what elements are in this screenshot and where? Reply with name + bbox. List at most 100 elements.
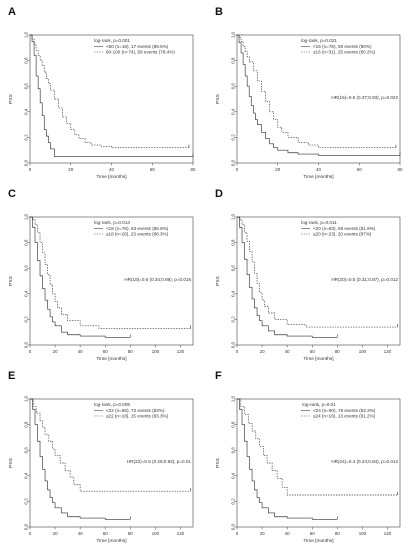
y-tick-label: 0.0	[231, 341, 236, 348]
x-tick-label: 40	[285, 349, 290, 354]
plot-frame	[236, 216, 401, 346]
y-tick-label: 0.0	[24, 341, 29, 348]
hazard-ratio-text: HR(16)=0.6 (0.37;0.93), p=0.022	[331, 95, 398, 100]
y-tick-label: 0.0	[24, 159, 29, 166]
x-tick-label: 40	[78, 531, 83, 536]
legend-entry: ≥22 (n=18), 15 events (83.3%)	[106, 414, 169, 419]
km-plot-svg: B 0.0 0.2 0.4 0.6 0.8 1.0 0 20 40 60 80 PSS Time [mon…	[215, 6, 403, 180]
y-tick-label: 0.4	[24, 472, 29, 479]
km-panel-a: A 0.0 0.2 0.4 0.6 0.8 1.0 0 20 40 60 80 PSS Time [mon…	[0, 0, 207, 182]
x-tick-label: 20	[68, 167, 73, 172]
y-tick-label: 0.4	[24, 290, 29, 297]
logrank-text: log-rank, p=0.008	[94, 402, 130, 407]
y-tick-label: 0.8	[24, 421, 29, 428]
y-axis-label: PSS	[215, 458, 221, 468]
panel-letter: E	[8, 370, 15, 382]
km-panel-d: D 0.0 0.2 0.4 0.6 0.8 1.0 0 20 40 60 80 100 120 PSS Tim…	[207, 182, 414, 364]
x-axis-label: Time [months]	[303, 174, 333, 180]
y-tick-label: 0.6	[24, 83, 29, 90]
km-curve-dashed	[237, 398, 398, 496]
km-curve-dashed	[30, 34, 189, 148]
y-tick-label: 1.0	[231, 395, 236, 402]
km-curve-solid	[30, 34, 193, 157]
y-axis-label: PSS	[215, 94, 221, 104]
km-curve-solid	[237, 216, 338, 338]
hazard-ratio-text: HR(22)=0.5 (0.26;0.83), p=0.01	[127, 459, 192, 464]
logrank-text: log-rank, p=0.001	[94, 38, 130, 43]
y-tick-label: 1.0	[231, 213, 236, 220]
hazard-ratio-text: HR(18)=0.6 (0.34;0.89), p=0.016	[124, 277, 191, 282]
x-tick-label: 120	[384, 531, 392, 536]
km-curve-solid	[30, 216, 131, 338]
plot-frame	[29, 216, 194, 346]
legend-entry: ≥24 (n=16), 13 events (81.2%)	[313, 414, 376, 419]
y-tick-label: 0.2	[231, 498, 236, 505]
km-panel-e: E 0.0 0.2 0.4 0.6 0.8 1.0 0 20 40 60 80 100 120 PSS Tim…	[0, 364, 207, 546]
y-tick-label: 0.2	[24, 134, 29, 141]
legend-entry: ≥20 (n=23), 20 events (87%)	[313, 232, 372, 237]
x-tick-label: 60	[103, 349, 108, 354]
x-tick-label: 0	[29, 531, 32, 536]
legend-entry: <20 (n=83), 68 events (81.9%)	[313, 226, 376, 231]
y-tick-label: 0.6	[231, 447, 236, 454]
y-tick-label: 1.0	[24, 31, 29, 38]
y-tick-label: 0.2	[24, 316, 29, 323]
x-tick-label: 0	[236, 531, 239, 536]
plot-frame	[29, 398, 194, 528]
x-tick-label: 100	[359, 531, 367, 536]
y-tick-label: 0.6	[24, 447, 29, 454]
y-axis-label: PSS	[8, 276, 14, 286]
km-plot-svg: F 0.0 0.2 0.4 0.6 0.8 1.0 0 20 40 60 80 100 120 PSS Tim…	[215, 370, 401, 544]
x-axis-label: Time [months]	[96, 538, 126, 544]
panel-letter: F	[215, 370, 222, 382]
x-tick-label: 0	[29, 167, 32, 172]
x-tick-label: 80	[191, 167, 196, 172]
x-tick-label: 60	[357, 167, 362, 172]
x-tick-label: 20	[53, 349, 58, 354]
km-plot-svg: A 0.0 0.2 0.4 0.6 0.8 1.0 0 20 40 60 80 PSS Time [mon…	[8, 6, 196, 180]
x-tick-label: 20	[260, 531, 265, 536]
km-panel-c: C 0.0 0.2 0.4 0.6 0.8 1.0 0 20 40 60 80 100 120 PSS Tim…	[0, 182, 207, 364]
x-tick-label: 0	[236, 167, 239, 172]
x-tick-label: 80	[335, 531, 340, 536]
x-tick-label: 100	[152, 349, 160, 354]
x-axis-label: Time [months]	[303, 538, 333, 544]
y-axis-label: PSS	[8, 94, 14, 104]
y-tick-label: 0.4	[24, 108, 29, 115]
y-axis-label: PSS	[215, 276, 221, 286]
km-panel-b: B 0.0 0.2 0.4 0.6 0.8 1.0 0 20 40 60 80 PSS Time [mon…	[207, 0, 414, 182]
y-tick-label: 0.8	[24, 239, 29, 246]
y-tick-label: 1.0	[24, 395, 29, 402]
y-tick-label: 0.6	[24, 265, 29, 272]
x-tick-label: 60	[103, 531, 108, 536]
x-tick-label: 40	[316, 167, 321, 172]
x-tick-label: 0	[236, 349, 239, 354]
x-tick-label: 40	[109, 167, 114, 172]
logrank-text: log-rank, p=0.01	[302, 402, 336, 407]
y-tick-label: 0.2	[24, 498, 29, 505]
x-tick-label: 60	[310, 349, 315, 354]
legend-entry: 60-100 (n=74), 58 events (78.4%)	[106, 50, 175, 55]
x-tick-label: 60	[310, 531, 315, 536]
legend-entry: <60 (n=19), 17 events (89.5%)	[106, 44, 169, 49]
y-tick-label: 0.4	[231, 290, 236, 297]
km-curve-solid	[30, 398, 131, 520]
x-tick-label: 40	[78, 349, 83, 354]
y-tick-label: 0.0	[231, 523, 236, 530]
x-tick-label: 40	[285, 531, 290, 536]
km-curve-dashed	[237, 34, 396, 148]
x-tick-label: 120	[177, 349, 185, 354]
km-curve-dashed	[30, 398, 191, 492]
panel-letter: C	[8, 188, 16, 200]
x-tick-label: 20	[275, 167, 280, 172]
panel-letter: D	[215, 188, 223, 200]
logrank-text: log-rank, p=0.014	[94, 220, 130, 225]
x-tick-label: 80	[398, 167, 403, 172]
logrank-text: log-rank, p=0.021	[301, 38, 337, 43]
legend-entry: ≥18 (n=26), 23 events (88.3%)	[106, 232, 169, 237]
y-tick-label: 0.2	[231, 316, 236, 323]
y-axis-label: PSS	[8, 458, 14, 468]
y-tick-label: 0.6	[231, 83, 236, 90]
km-panel-f: F 0.0 0.2 0.4 0.6 0.8 1.0 0 20 40 60 80 100 120 PSS Tim…	[207, 364, 414, 546]
x-tick-label: 80	[128, 531, 133, 536]
